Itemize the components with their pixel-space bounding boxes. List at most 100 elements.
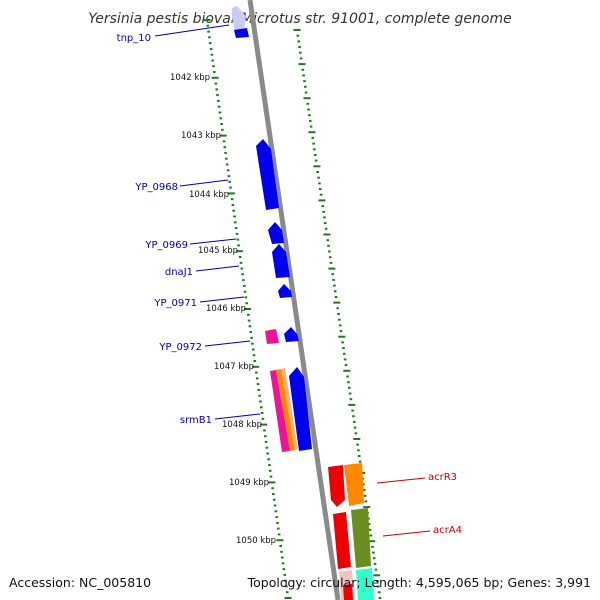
inner-tick	[218, 111, 222, 114]
outer-tick	[377, 591, 381, 594]
outer-tick	[372, 551, 375, 554]
inner-tick	[265, 446, 269, 449]
outer-tick	[323, 216, 326, 219]
inner-tick	[215, 88, 218, 91]
gene-label-acrA4[interactable]: acrA4	[433, 525, 462, 536]
gene-blue-large[interactable]	[289, 367, 312, 451]
gene-YP_0969[interactable]	[268, 222, 284, 244]
inner-tick	[227, 192, 235, 195]
inner-tick	[245, 302, 248, 305]
gene-tnp_10-tail[interactable]	[234, 28, 249, 38]
outer-tick	[333, 290, 337, 293]
outer-tick	[301, 68, 305, 71]
inner-tick	[277, 533, 281, 536]
gene-label-acrR3[interactable]: acrR3	[428, 472, 457, 483]
outer-tick	[348, 403, 356, 406]
inner-tick	[264, 440, 268, 443]
inner-tick	[252, 365, 260, 368]
kbp-label-1043: 1043 kbp	[181, 131, 221, 141]
outer-tick	[329, 261, 333, 264]
outer-tick	[372, 557, 376, 560]
inner-tick	[267, 458, 270, 461]
outer-tick	[328, 267, 336, 270]
inner-tick	[279, 545, 282, 547]
outer-tick	[341, 341, 344, 344]
outer-tick	[362, 489, 366, 492]
inner-tick	[208, 36, 211, 39]
gene-acrA4[interactable]	[351, 508, 371, 568]
inner-tick	[216, 94, 219, 97]
outer-tick	[303, 80, 306, 83]
outer-tick	[334, 296, 338, 298]
gene-label-srmB1[interactable]: srmB1	[180, 415, 212, 426]
gene-label-dnaJ1[interactable]: dnaJ1	[165, 267, 193, 278]
gene-acrR3-red[interactable]	[328, 465, 345, 507]
outer-tick	[296, 34, 300, 37]
outer-tick	[321, 205, 324, 208]
outer-tick	[293, 29, 301, 31]
inner-tick	[235, 250, 243, 253]
inner-tick	[217, 99, 220, 102]
gene-label-YP_0968[interactable]: YP_0968	[134, 182, 178, 193]
kbp-label-1050: 1050 kbp	[236, 536, 276, 546]
gene-YP_0968[interactable]	[256, 139, 279, 210]
outer-tick	[378, 597, 382, 599]
gene-label-YP_0969[interactable]: YP_0969	[144, 240, 188, 251]
gene-srmB1-c[interactable]	[281, 368, 298, 450]
inner-tick	[276, 539, 284, 542]
inner-tick	[239, 261, 243, 264]
outer-tick	[347, 381, 350, 384]
gene-YP_0971[interactable]	[278, 284, 292, 298]
outer-tick	[348, 392, 352, 395]
inner-tick	[257, 388, 261, 391]
outer-tick	[299, 57, 303, 60]
inner-tick	[281, 562, 285, 565]
inner-tick	[285, 585, 288, 588]
outer-tick	[323, 222, 327, 225]
outer-tick	[364, 500, 368, 503]
outer-tick	[344, 364, 348, 367]
outer-tick	[316, 171, 319, 173]
gene-label-YP_0971[interactable]: YP_0971	[153, 298, 197, 309]
inner-tick	[228, 180, 231, 183]
outer-tick	[346, 375, 349, 378]
outer-tick	[306, 102, 310, 105]
outer-tick	[368, 540, 376, 543]
outer-tick	[318, 182, 321, 185]
gene-acrR3[interactable]	[344, 463, 364, 506]
inner-tick	[256, 383, 260, 386]
inner-tick	[242, 279, 245, 282]
outer-tick	[353, 426, 357, 429]
inner-tick	[227, 175, 231, 178]
inner-tick	[261, 417, 265, 420]
outer-tick	[339, 330, 343, 332]
gene-dnaJ1[interactable]	[272, 244, 290, 278]
gene-srmB1-b[interactable]	[276, 369, 295, 451]
gene-label-YP_0972[interactable]: YP_0972	[158, 342, 202, 353]
inner-tick	[268, 464, 271, 467]
inner-tick	[210, 53, 214, 56]
gene-tnp_10[interactable]	[232, 6, 246, 31]
reverse-label-lines	[376, 477, 431, 537]
inner-tick	[222, 140, 226, 143]
gene-label-tnp_10[interactable]: tnp_10	[117, 33, 151, 44]
forward-genes	[232, 6, 312, 452]
inner-tick	[225, 163, 229, 166]
outer-tick	[371, 545, 374, 548]
gene-YP_0972-b[interactable]	[284, 327, 299, 342]
outer-tick	[349, 398, 353, 401]
inner-tick	[272, 498, 276, 501]
inner-tick	[251, 342, 254, 345]
outer-tick	[369, 534, 373, 537]
inner-tick	[268, 469, 272, 472]
gene-bottom-aqua[interactable]	[356, 568, 374, 600]
kbp-label-1047: 1047 kbp	[214, 362, 254, 372]
gene-YP_0972[interactable]	[265, 329, 279, 344]
gene-bottom-red[interactable]	[343, 584, 353, 600]
gene-srmB1-a[interactable]	[270, 370, 290, 452]
outer-tick	[357, 455, 361, 457]
outer-tick	[327, 244, 330, 247]
gene-acrA4-red[interactable]	[333, 512, 351, 569]
inner-tick	[264, 435, 267, 438]
outer-tick	[322, 210, 325, 213]
